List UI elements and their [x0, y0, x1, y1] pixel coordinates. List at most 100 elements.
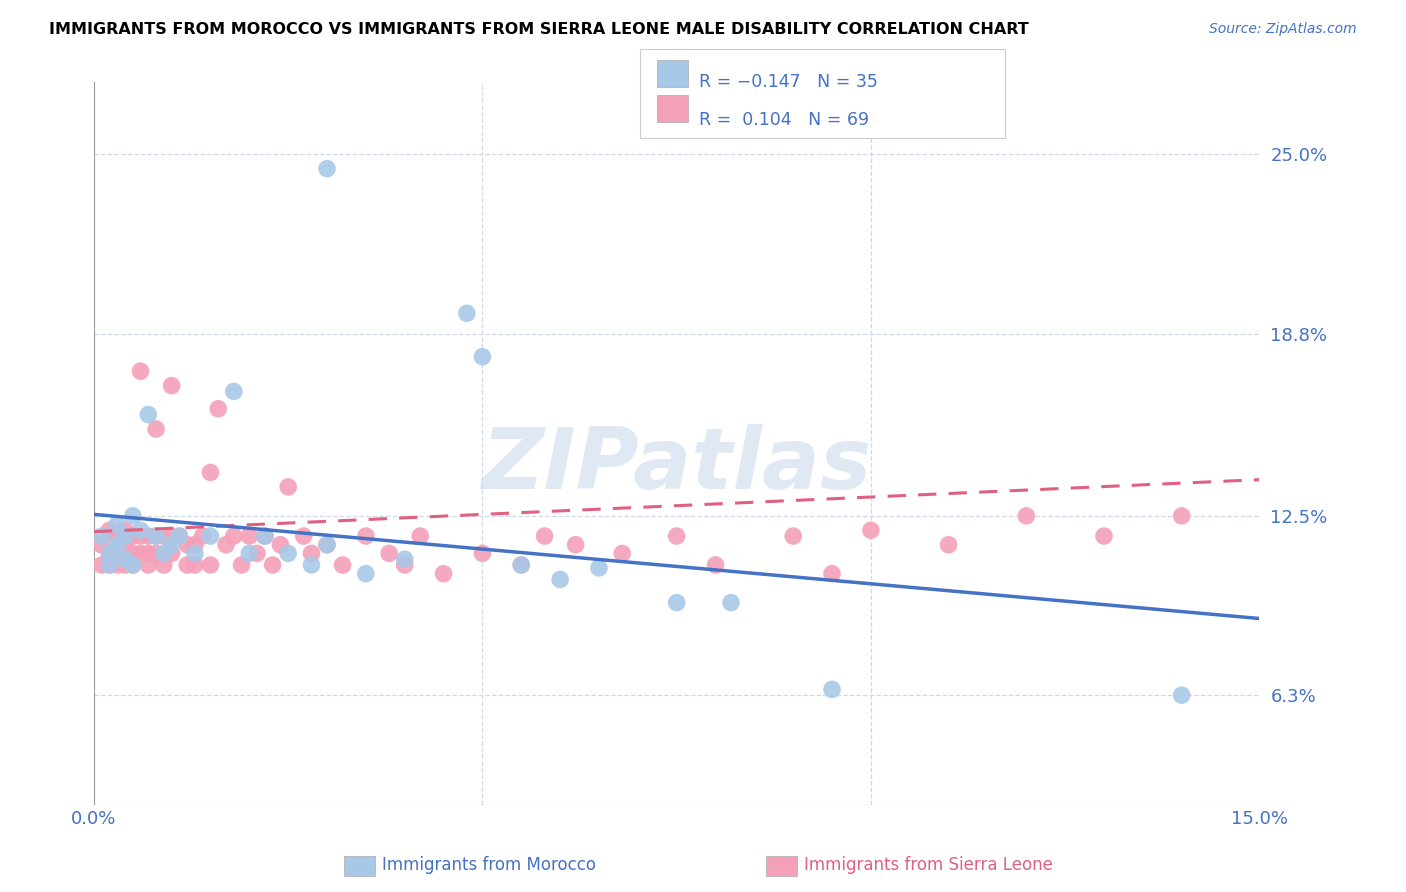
- Point: [129, 529, 152, 543]
- Point: [136, 558, 159, 572]
- Point: [859, 523, 882, 537]
- Point: [1170, 688, 1192, 702]
- Text: Immigrants from Sierra Leone: Immigrants from Sierra Leone: [804, 856, 1053, 874]
- Point: [238, 546, 260, 560]
- Point: [121, 558, 143, 572]
- Point: [129, 546, 152, 560]
- Text: IMMIGRANTS FROM MOROCCO VS IMMIGRANTS FROM SIERRA LEONE MALE DISABILITY CORRELAT: IMMIGRANTS FROM MOROCCO VS IMMIGRANTS FR…: [49, 22, 1029, 37]
- Point: [98, 523, 121, 537]
- Point: [704, 558, 727, 572]
- Point: [564, 538, 586, 552]
- Point: [207, 401, 229, 416]
- Point: [316, 538, 339, 552]
- Point: [145, 546, 167, 560]
- Point: [121, 558, 143, 572]
- Point: [301, 558, 323, 572]
- Point: [821, 682, 844, 697]
- Point: [98, 546, 121, 560]
- Point: [176, 538, 198, 552]
- Point: [105, 529, 128, 543]
- Point: [665, 596, 688, 610]
- Point: [90, 538, 112, 552]
- Point: [200, 558, 222, 572]
- Point: [471, 350, 494, 364]
- Point: [215, 538, 238, 552]
- Point: [169, 529, 191, 543]
- Point: [114, 552, 136, 566]
- Point: [510, 558, 533, 572]
- Point: [471, 546, 494, 560]
- Point: [114, 538, 136, 552]
- Point: [129, 523, 152, 537]
- Point: [222, 384, 245, 399]
- Point: [90, 529, 112, 543]
- Point: [292, 529, 315, 543]
- Point: [114, 558, 136, 572]
- Point: [98, 558, 121, 572]
- Point: [253, 529, 276, 543]
- Point: [136, 408, 159, 422]
- Point: [231, 558, 253, 572]
- Point: [191, 529, 214, 543]
- Point: [98, 546, 121, 560]
- Point: [153, 558, 176, 572]
- Point: [510, 558, 533, 572]
- Point: [1092, 529, 1115, 543]
- Point: [160, 378, 183, 392]
- Point: [394, 558, 416, 572]
- Point: [238, 529, 260, 543]
- Point: [136, 546, 159, 560]
- Point: [105, 546, 128, 560]
- Point: [588, 561, 610, 575]
- Point: [253, 529, 276, 543]
- Point: [121, 508, 143, 523]
- Point: [153, 529, 176, 543]
- Point: [105, 538, 128, 552]
- Point: [136, 529, 159, 543]
- Point: [200, 529, 222, 543]
- Point: [160, 538, 183, 552]
- Point: [169, 529, 191, 543]
- Point: [262, 558, 284, 572]
- Point: [938, 538, 960, 552]
- Point: [176, 558, 198, 572]
- Text: Immigrants from Morocco: Immigrants from Morocco: [382, 856, 596, 874]
- Point: [277, 546, 299, 560]
- Point: [145, 529, 167, 543]
- Point: [222, 529, 245, 543]
- Point: [665, 529, 688, 543]
- Point: [720, 596, 742, 610]
- Point: [316, 538, 339, 552]
- Text: R = −0.147   N = 35: R = −0.147 N = 35: [699, 73, 877, 91]
- Point: [301, 546, 323, 560]
- Point: [90, 558, 112, 572]
- Point: [121, 546, 143, 560]
- Point: [98, 558, 121, 572]
- Point: [114, 529, 136, 543]
- Point: [184, 546, 207, 560]
- Point: [394, 552, 416, 566]
- Point: [160, 529, 183, 543]
- Point: [378, 546, 401, 560]
- Point: [105, 517, 128, 532]
- Point: [332, 558, 354, 572]
- Point: [612, 546, 634, 560]
- Point: [409, 529, 432, 543]
- Text: R =  0.104   N = 69: R = 0.104 N = 69: [699, 112, 869, 129]
- Point: [145, 529, 167, 543]
- Point: [456, 306, 478, 320]
- Point: [821, 566, 844, 581]
- Point: [184, 538, 207, 552]
- Point: [184, 558, 207, 572]
- Point: [160, 546, 183, 560]
- Point: [1170, 508, 1192, 523]
- Point: [548, 573, 571, 587]
- Point: [354, 566, 377, 581]
- Point: [145, 422, 167, 436]
- Point: [354, 529, 377, 543]
- Point: [533, 529, 555, 543]
- Point: [432, 566, 454, 581]
- Text: Source: ZipAtlas.com: Source: ZipAtlas.com: [1209, 22, 1357, 37]
- Point: [121, 529, 143, 543]
- Point: [105, 558, 128, 572]
